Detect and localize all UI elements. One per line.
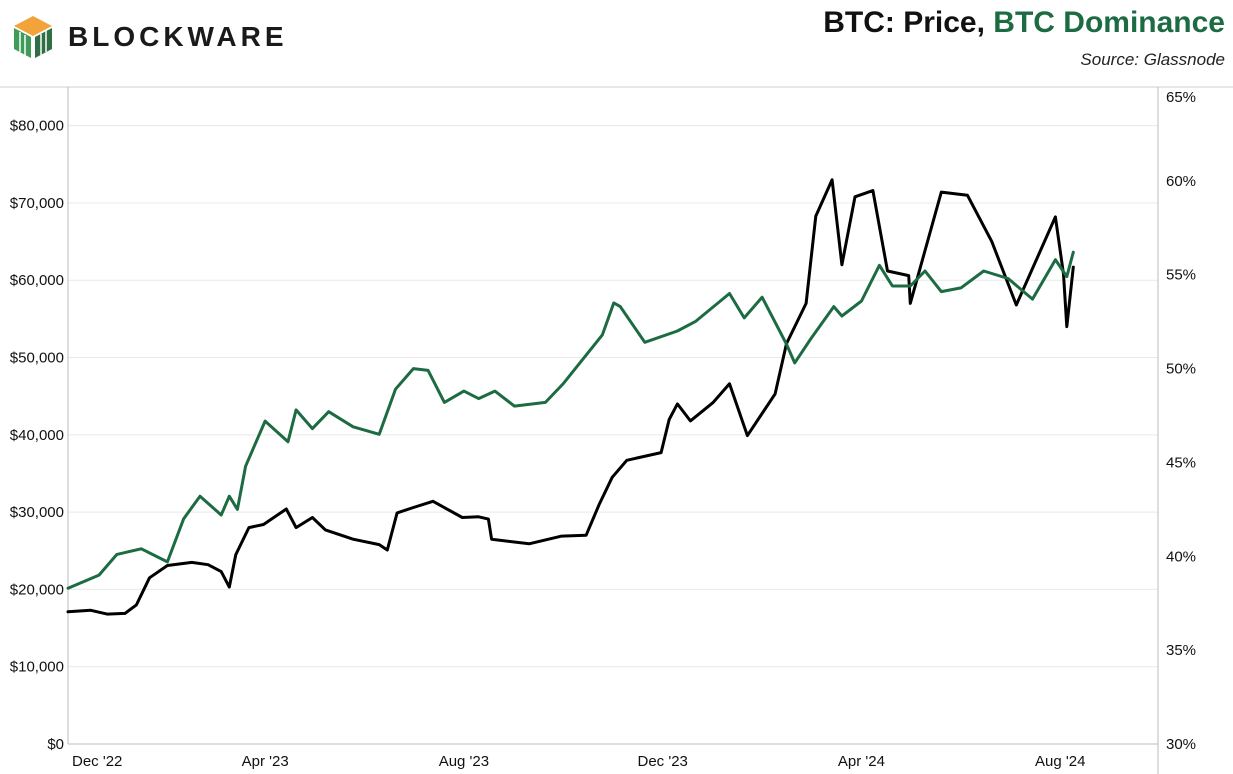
brand-name: BLOCKWARE (68, 21, 288, 52)
series-line-dominance (66, 250, 1075, 590)
right-tick-label: 55% (1166, 267, 1196, 284)
right-tick-label: 35% (1166, 642, 1196, 659)
x-tick-label: Apr '23 (242, 753, 289, 770)
x-tick-label: Apr '24 (838, 753, 885, 770)
left-tick-label: $80,000 (10, 118, 64, 135)
x-tick-label: Dec '22 (72, 753, 122, 770)
x-tick-label: Aug '24 (1035, 753, 1085, 770)
left-tick-label: $70,000 (10, 195, 64, 212)
blockware-cube-icon (14, 16, 52, 58)
right-tick-label: 65% (1166, 89, 1196, 106)
x-axis-ticks: Dec '22 Apr '23 Aug '23 Dec '23 Apr '24 Aug '… (72, 753, 1085, 770)
right-tick-label: 50% (1166, 361, 1196, 378)
left-tick-label: $60,000 (10, 272, 64, 289)
series-line-price (66, 178, 1075, 616)
brand-logo: BLOCKWARE (12, 14, 288, 60)
left-tick-label: $20,000 (10, 581, 64, 598)
right-tick-label: 60% (1166, 173, 1196, 190)
chart-title: BTC: Price, BTC Dominance (823, 6, 1225, 40)
right-tick-label: 45% (1166, 454, 1196, 471)
right-tick-label: 40% (1166, 548, 1196, 565)
left-axis-ticks: $0 $10,000 $20,000 $30,000 $40,000 $50,000 $60… (10, 118, 64, 753)
left-tick-label: $40,000 (10, 427, 64, 444)
title-price: BTC: Price, (823, 6, 994, 39)
header: BLOCKWARE BTC: Price, BTC Dominance Sour… (0, 0, 1233, 86)
left-tick-label: $0 (47, 736, 64, 753)
chart-source: Source: Glassnode (1080, 50, 1225, 69)
right-tick-label: 30% (1166, 736, 1196, 753)
series-lines (66, 178, 1075, 616)
left-tick-label: $10,000 (10, 659, 64, 676)
title-dominance: BTC Dominance (993, 6, 1225, 39)
chart-frame (0, 86, 1233, 774)
left-tick-label: $50,000 (10, 350, 64, 367)
left-tick-label: $30,000 (10, 504, 64, 521)
gridlines (68, 125, 1158, 668)
right-axis-ticks: 30% 35% 40% 45% 50% 55% 60% 65% (1166, 89, 1196, 753)
x-tick-label: Dec '23 (637, 753, 687, 770)
x-tick-label: Aug '23 (439, 753, 489, 770)
